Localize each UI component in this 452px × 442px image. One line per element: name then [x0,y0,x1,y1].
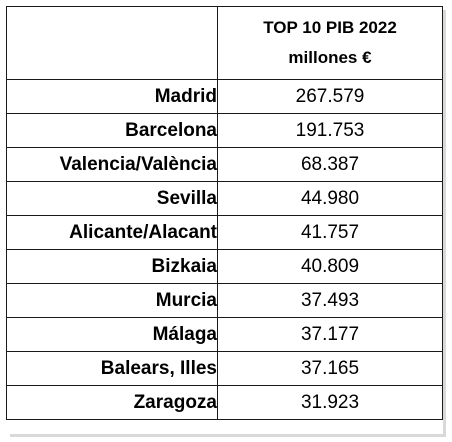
province-name: Madrid [6,79,218,114]
header-title: TOP 10 PIB 2022 [263,18,397,37]
table-row: Barcelona 191.753 [6,113,443,148]
province-name: Murcia [6,283,218,318]
table-shadow-right [443,10,446,434]
table-row: Murcia 37.493 [6,283,443,318]
header-row: TOP 10 PIB 2022 millones € [6,6,443,80]
gdp-value: 191.753 [217,113,443,148]
province-name: Valencia/València [6,147,218,182]
gdp-value: 44.980 [217,181,443,216]
province-name: Sevilla [6,181,218,216]
gdp-value: 31.923 [217,385,443,420]
table-row: Valencia/València 68.387 [6,147,443,182]
gdp-value: 40.809 [217,249,443,284]
table-row: Málaga 37.177 [6,317,443,352]
table-row: Zaragoza 31.923 [6,385,443,420]
gdp-value: 41.757 [217,215,443,250]
province-name: Málaga [6,317,218,352]
table-row: Alicante/Alacant 41.757 [6,215,443,250]
province-name: Barcelona [6,113,218,148]
gdp-value: 37.493 [217,283,443,318]
province-name: Bizkaia [6,249,218,284]
gdp-value: 37.165 [217,351,443,386]
gdp-value: 68.387 [217,147,443,182]
province-name: Balears, Illes [6,351,218,386]
table-row: Bizkaia 40.809 [6,249,443,284]
gdp-value: 37.177 [217,317,443,352]
province-name: Alicante/Alacant [6,215,218,250]
table-row: Sevilla 44.980 [6,181,443,216]
table-shadow-bottom [10,434,446,437]
table-row: Balears, Illes 37.165 [6,351,443,386]
province-name: Zaragoza [6,385,218,420]
table-row: Madrid 267.579 [6,79,443,114]
gdp-value: 267.579 [217,79,443,114]
header-cell: TOP 10 PIB 2022 millones € [217,6,443,80]
header-unit: millones € [288,48,372,67]
gdp-table: TOP 10 PIB 2022 millones € Madrid 267.57… [6,6,443,420]
empty-corner-cell [6,6,218,80]
